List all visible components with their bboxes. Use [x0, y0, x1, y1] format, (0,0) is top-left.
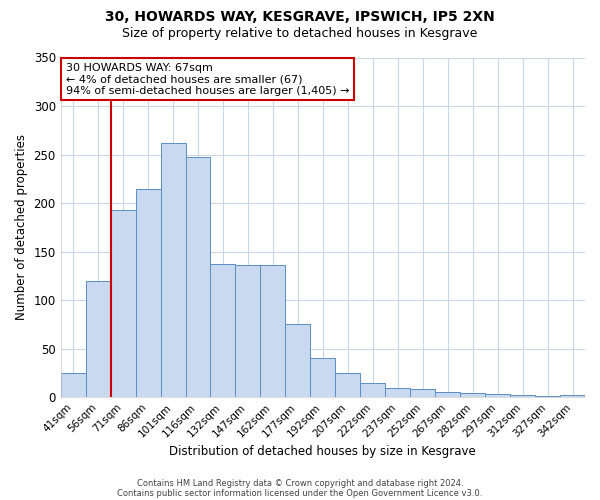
Bar	[485, 394, 510, 397]
Bar	[235, 265, 260, 397]
Bar	[211, 264, 235, 397]
Y-axis label: Number of detached properties: Number of detached properties	[15, 134, 28, 320]
Bar	[360, 382, 385, 397]
Bar	[510, 396, 535, 397]
Text: Size of property relative to detached houses in Kesgrave: Size of property relative to detached ho…	[122, 28, 478, 40]
Bar	[310, 358, 335, 397]
Bar	[435, 392, 460, 397]
Bar	[535, 396, 560, 397]
Bar	[385, 388, 410, 397]
Bar	[560, 396, 585, 397]
Text: Contains public sector information licensed under the Open Government Licence v3: Contains public sector information licen…	[118, 488, 482, 498]
Bar	[260, 265, 286, 397]
Bar	[110, 210, 136, 397]
Text: 30, HOWARDS WAY, KESGRAVE, IPSWICH, IP5 2XN: 30, HOWARDS WAY, KESGRAVE, IPSWICH, IP5 …	[105, 10, 495, 24]
Bar	[286, 324, 310, 397]
Bar	[410, 390, 435, 397]
Text: Contains HM Land Registry data © Crown copyright and database right 2024.: Contains HM Land Registry data © Crown c…	[137, 478, 463, 488]
Bar	[136, 188, 161, 397]
X-axis label: Distribution of detached houses by size in Kesgrave: Distribution of detached houses by size …	[169, 444, 476, 458]
Bar	[335, 373, 360, 397]
Bar	[185, 156, 211, 397]
Text: 30 HOWARDS WAY: 67sqm
← 4% of detached houses are smaller (67)
94% of semi-detac: 30 HOWARDS WAY: 67sqm ← 4% of detached h…	[66, 62, 349, 96]
Bar	[86, 280, 110, 397]
Bar	[161, 143, 185, 397]
Bar	[61, 373, 86, 397]
Bar	[460, 394, 485, 397]
